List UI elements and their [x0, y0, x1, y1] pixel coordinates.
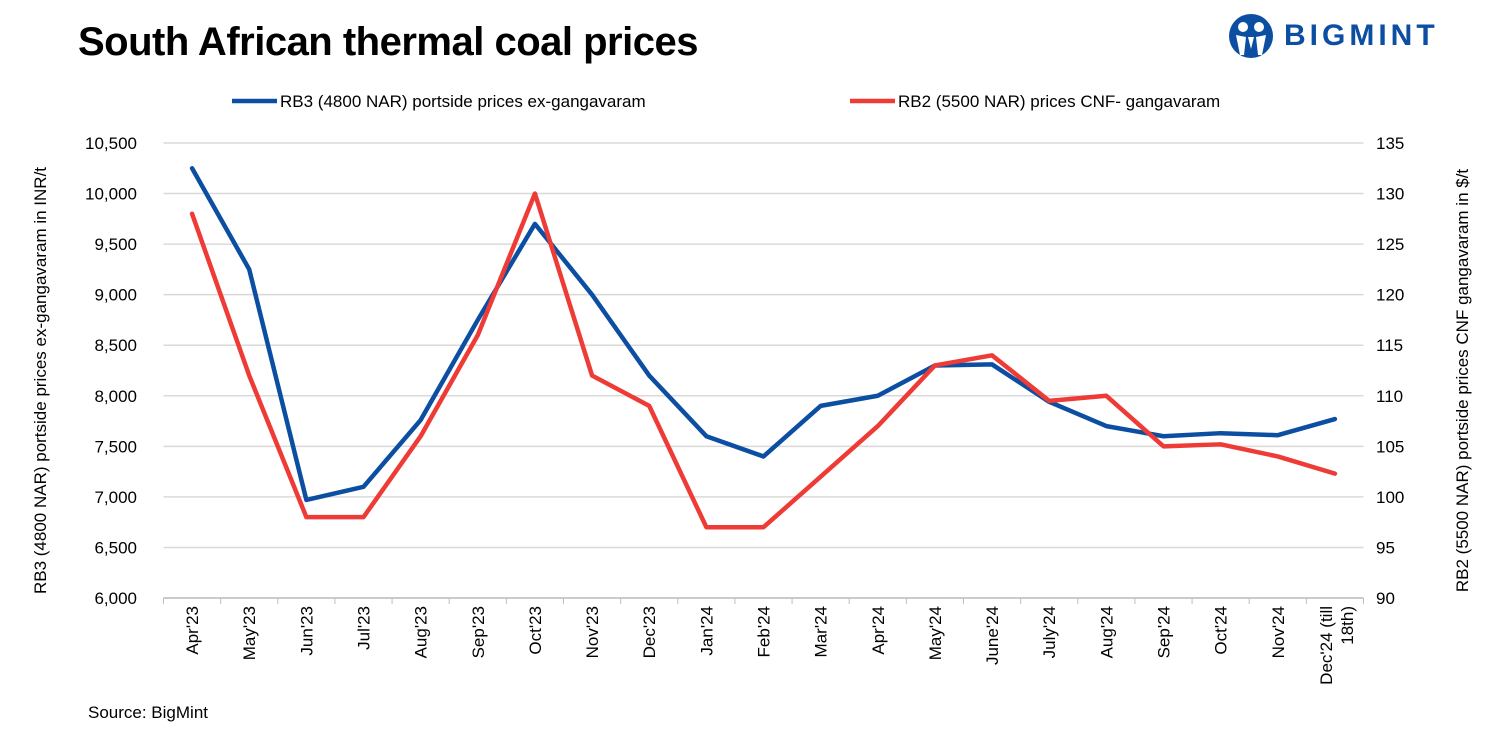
x-tick-label-line: Mar'24 [812, 606, 831, 657]
logo-text: BIGMINT [1284, 19, 1439, 52]
x-tick-label: Oct'24 [1212, 606, 1231, 655]
x-tick-label-line: June'24 [983, 606, 1002, 665]
y-left-tick-label: 6,000 [94, 589, 137, 608]
y-left-tick-label: 9,000 [94, 286, 137, 305]
x-tick-label: Sep'24 [1155, 606, 1174, 658]
y-right-tick-label: 125 [1376, 235, 1404, 254]
x-tick-label-line: Oct'24 [1212, 606, 1231, 655]
x-tick-label: June'24 [983, 606, 1002, 665]
series-line-1 [189, 166, 1338, 503]
x-tick-label-line: May'23 [240, 606, 259, 660]
x-tick-label-line: Jul'23 [355, 606, 374, 650]
y-right-tick-label: 135 [1376, 134, 1404, 153]
x-tick-label: Sep'23 [469, 606, 488, 658]
x-tick-label-line: Jun'23 [297, 606, 316, 656]
y-right-tick-label: 110 [1376, 387, 1403, 406]
y-right-axis-title: RB2 (5500 NAR) portside prices CNF ganga… [1453, 169, 1472, 593]
x-tick-label-line: Aug'23 [412, 606, 431, 658]
x-tick-label: Aug'23 [412, 606, 431, 658]
y-left-tick-label: 7,000 [94, 488, 137, 507]
y-left-tick-label: 6,500 [94, 538, 137, 557]
bigmint-logo-icon [1229, 14, 1273, 58]
x-tick-label: Dec'24 (till 18th) [1317, 606, 1357, 685]
y-left-tick-label: 8,000 [94, 387, 137, 406]
y-right-tick-label: 95 [1376, 538, 1395, 557]
y-right-tick-label: 115 [1376, 336, 1403, 355]
x-tick-label: Apr'23 [183, 606, 202, 655]
x-tick-label: May'23 [240, 606, 259, 660]
x-tick-label: Dec'23 [640, 606, 659, 658]
y-right-tick-label: 130 [1376, 185, 1404, 204]
x-tick-label: Aug'24 [1097, 606, 1116, 658]
x-tick-label-line: Sep'23 [469, 606, 488, 658]
x-tick-label-line: Nov'23 [583, 606, 602, 658]
x-tick-label-line: Oct'23 [526, 606, 545, 655]
x-tick-label: Nov'24 [1269, 606, 1288, 658]
x-tick-label: Jun'23 [297, 606, 316, 656]
y-left-axis-title: RB3 (4800 NAR) portside prices ex-gangav… [31, 167, 50, 594]
y-right-tick-label: 90 [1376, 589, 1395, 608]
x-tick-label: July'24 [1040, 606, 1059, 658]
x-tick-label: Nov'23 [583, 606, 602, 658]
x-tick-label-line: Jan'24 [697, 606, 716, 656]
x-tick-label-line: Sep'24 [1155, 606, 1174, 658]
x-tick-label-line: 18th) [1338, 606, 1357, 645]
x-tick-label-line: Dec'24 (till [1317, 606, 1336, 685]
y-right-tick-label: 100 [1376, 488, 1404, 507]
y-left-tick-label: 9,500 [94, 235, 137, 254]
source-note: Source: BigMint [88, 703, 208, 722]
y-left-tick-label: 10,000 [85, 185, 137, 204]
x-tick-label-line: July'24 [1040, 606, 1059, 658]
x-tick-label-line: Aug'24 [1097, 606, 1116, 658]
x-tick-label-line: Dec'23 [640, 606, 659, 658]
legend-label: RB3 (4800 NAR) portside prices ex-gangav… [280, 92, 646, 111]
y-left-tick-label: 10,500 [85, 134, 137, 153]
x-tick-label: Oct'23 [526, 606, 545, 655]
bigmint-logo: BIGMINT [1228, 13, 1439, 59]
x-tick-label-line: Nov'24 [1269, 606, 1288, 658]
x-tick-label: May'24 [926, 606, 945, 660]
y-right-tick-label: 120 [1376, 286, 1404, 305]
x-tick-label-line: May'24 [926, 606, 945, 660]
y-right-tick-label: 105 [1376, 437, 1404, 456]
x-tick-label: Jul'23 [355, 606, 374, 650]
x-tick-label: Apr'24 [869, 606, 888, 655]
chart-title: South African thermal coal prices [78, 20, 698, 64]
y-left-tick-label: 8,500 [94, 336, 137, 355]
x-tick-label-line: Apr'23 [183, 606, 202, 655]
y-left-tick-label: 7,500 [94, 437, 137, 456]
x-tick-label-line: Apr'24 [869, 606, 888, 655]
x-tick-label-line: Feb'24 [755, 606, 774, 657]
x-tick-label: Jan'24 [697, 606, 716, 656]
x-tick-label: Mar'24 [812, 606, 831, 657]
x-tick-label: Feb'24 [755, 606, 774, 657]
legend-label: RB2 (5500 NAR) prices CNF- gangavaram [898, 92, 1220, 111]
